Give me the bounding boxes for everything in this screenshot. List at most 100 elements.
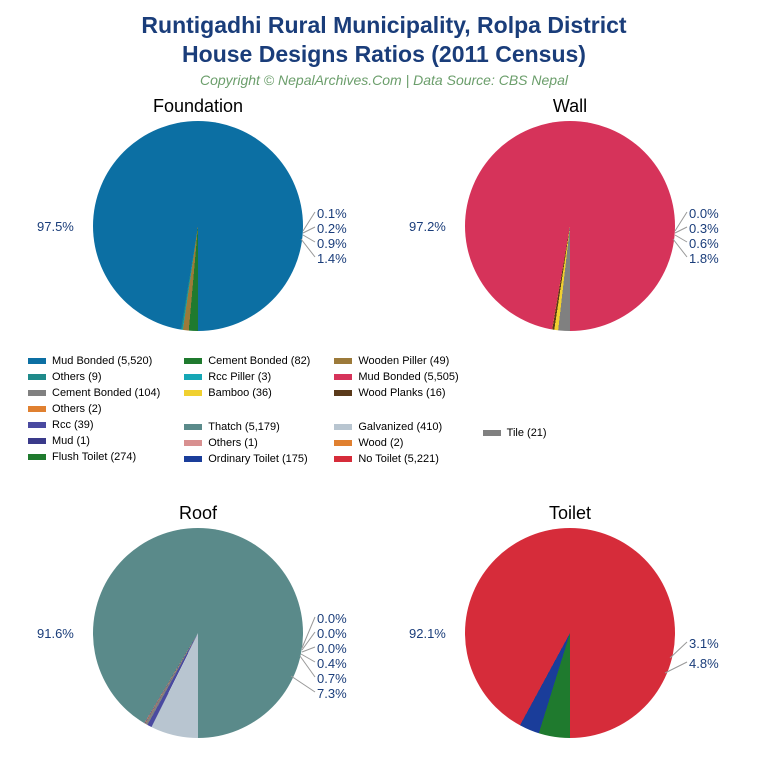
legend-swatch xyxy=(184,390,202,396)
legend-item: Rcc Piller (3) xyxy=(184,371,310,383)
legend-swatch xyxy=(28,454,46,460)
roof-title: Roof xyxy=(179,503,217,524)
legend-item xyxy=(483,355,547,369)
legend-swatch xyxy=(28,406,46,412)
legend-swatch xyxy=(483,430,501,436)
foundation-title: Foundation xyxy=(153,96,243,117)
legend-label: Mud (1) xyxy=(52,435,90,447)
legend-swatch xyxy=(184,424,202,430)
foundation-pct-2: 0.2% xyxy=(317,221,347,236)
wall-chart-cell: Wall 97.2% 0.0% 0.3% 0.6% 1.8% xyxy=(384,96,756,349)
legend-label: Mud Bonded (5,505) xyxy=(358,371,458,383)
legend-swatch xyxy=(184,440,202,446)
legend-swatch xyxy=(334,424,352,430)
legend-swatch xyxy=(334,358,352,364)
legend-swatch xyxy=(28,374,46,380)
roof-pct-2: 0.0% xyxy=(317,626,347,641)
legend-label: Others (1) xyxy=(208,437,258,449)
legend-column: Cement Bonded (82) Rcc Piller (3) Bamboo (… xyxy=(184,355,310,497)
legend-label: Others (9) xyxy=(52,371,102,383)
legend-item: Mud (1) xyxy=(28,435,160,447)
legend-swatch xyxy=(28,422,46,428)
legend-item: Mud Bonded (5,520) xyxy=(28,355,160,367)
toilet-title: Toilet xyxy=(549,503,591,524)
main-container: Runtigadhi Rural Municipality, Rolpa Dis… xyxy=(0,0,768,768)
wall-pct-0: 97.2% xyxy=(409,219,446,234)
legend-item: Thatch (5,179) xyxy=(184,421,310,433)
legend-label: No Toilet (5,221) xyxy=(358,453,439,465)
roof-pie-wrapper: 91.6% 0.0% 0.0% 0.0% 0.4% 0.7% 7.3% xyxy=(93,528,303,738)
legend-item xyxy=(483,443,547,457)
legend-label: Wood (2) xyxy=(358,437,403,449)
wall-pct-1: 0.0% xyxy=(689,206,719,221)
legend-swatch xyxy=(28,358,46,364)
legend-column: Tile (21) xyxy=(483,355,547,497)
legend-swatch xyxy=(28,390,46,396)
legend-swatch xyxy=(184,456,202,462)
legend-label: Mud Bonded (5,520) xyxy=(52,355,152,367)
legend-item: Ordinary Toilet (175) xyxy=(184,453,310,465)
legend-swatch xyxy=(184,374,202,380)
legend-swatch xyxy=(334,456,352,462)
roof-pie xyxy=(93,528,303,738)
copyright-text: Copyright © NepalArchives.Com | Data Sou… xyxy=(200,72,568,88)
legend-column: Wooden Piller (49) Mud Bonded (5,505) Wood… xyxy=(334,355,458,497)
legend-label: Wooden Piller (49) xyxy=(358,355,449,367)
toilet-pie xyxy=(465,528,675,738)
legend-label: Tile (21) xyxy=(507,427,547,439)
legend-item: Mud Bonded (5,505) xyxy=(334,371,458,383)
legend-label: Others (2) xyxy=(52,403,102,415)
legend-item xyxy=(483,373,547,387)
roof-pct-4: 0.4% xyxy=(317,656,347,671)
legend-item xyxy=(184,403,310,417)
toilet-pct-1: 3.1% xyxy=(689,636,719,651)
foundation-pie-wrapper: 97.5% 0.1% 0.2% 0.9% 1.4% xyxy=(93,121,303,331)
legend-item: Wood (2) xyxy=(334,437,458,449)
toilet-pie-wrapper: 92.1% 3.1% 4.8% xyxy=(465,528,675,738)
wall-pct-2: 0.3% xyxy=(689,221,719,236)
legend-item: Cement Bonded (82) xyxy=(184,355,310,367)
foundation-pct-1: 0.1% xyxy=(317,206,347,221)
legend-label: Rcc (39) xyxy=(52,419,94,431)
roof-pct-0: 91.6% xyxy=(37,626,74,641)
wall-pie xyxy=(465,121,675,331)
legend-item: Cement Bonded (104) xyxy=(28,387,160,399)
legend-label: Ordinary Toilet (175) xyxy=(208,453,307,465)
legend-swatch xyxy=(334,390,352,396)
legend-swatch xyxy=(334,440,352,446)
foundation-pct-3: 0.9% xyxy=(317,236,347,251)
foundation-pct-0: 97.5% xyxy=(37,219,74,234)
legend-item: Bamboo (36) xyxy=(184,387,310,399)
legend-label: Wood Planks (16) xyxy=(358,387,445,399)
legend-item: Others (2) xyxy=(28,403,160,415)
legend-item: Wooden Piller (49) xyxy=(334,355,458,367)
roof-pct-5: 0.7% xyxy=(317,671,347,686)
legend-area: Mud Bonded (5,520) Others (9) Cement Bonde… xyxy=(12,349,756,503)
legend-column: Mud Bonded (5,520) Others (9) Cement Bonde… xyxy=(28,355,160,497)
toilet-chart-cell: Toilet 92.1% 3.1% 4.8% xyxy=(384,503,756,756)
legend-item: Tile (21) xyxy=(483,427,547,439)
toilet-pct-2: 4.8% xyxy=(689,656,719,671)
wall-pct-4: 1.8% xyxy=(689,251,719,266)
foundation-pct-4: 1.4% xyxy=(317,251,347,266)
legend-item: Rcc (39) xyxy=(28,419,160,431)
legend-swatch xyxy=(334,374,352,380)
legend-item: Others (1) xyxy=(184,437,310,449)
roof-chart-cell: Roof 91.6% 0.0% 0.0% 0.0% 0.4% 0.7% 7.3% xyxy=(12,503,384,756)
legend-item: Wood Planks (16) xyxy=(334,387,458,399)
title-line2: House Designs Ratios (2011 Census) xyxy=(182,41,586,68)
legend-label: Flush Toilet (274) xyxy=(52,451,136,463)
legend-item: Galvanized (410) xyxy=(334,421,458,433)
legend-label: Cement Bonded (82) xyxy=(208,355,310,367)
wall-pct-3: 0.6% xyxy=(689,236,719,251)
legend-item: Flush Toilet (274) xyxy=(28,451,160,463)
wall-pie-wrapper: 97.2% 0.0% 0.3% 0.6% 1.8% xyxy=(465,121,675,331)
legend-item xyxy=(334,403,458,417)
wall-title: Wall xyxy=(553,96,587,117)
legend-swatch xyxy=(184,358,202,364)
legend-swatch xyxy=(28,438,46,444)
legend-item: No Toilet (5,221) xyxy=(334,453,458,465)
legend-item xyxy=(483,391,547,405)
legend-label: Bamboo (36) xyxy=(208,387,272,399)
legend-label: Galvanized (410) xyxy=(358,421,442,433)
